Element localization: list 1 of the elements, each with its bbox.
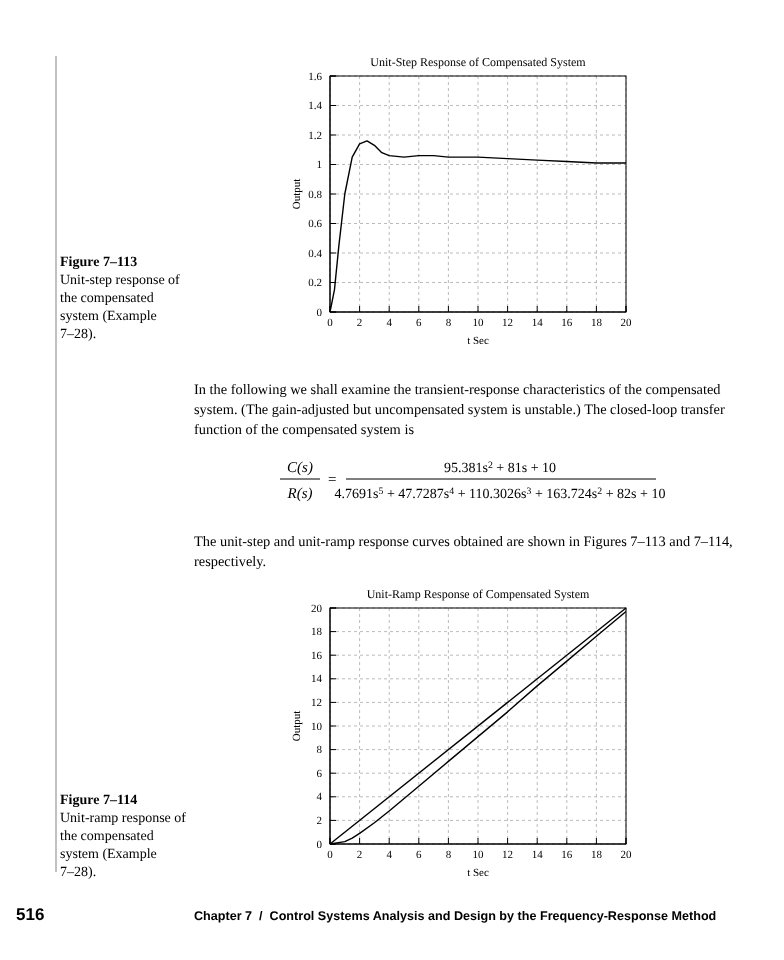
text: 516 <box>16 904 45 924</box>
